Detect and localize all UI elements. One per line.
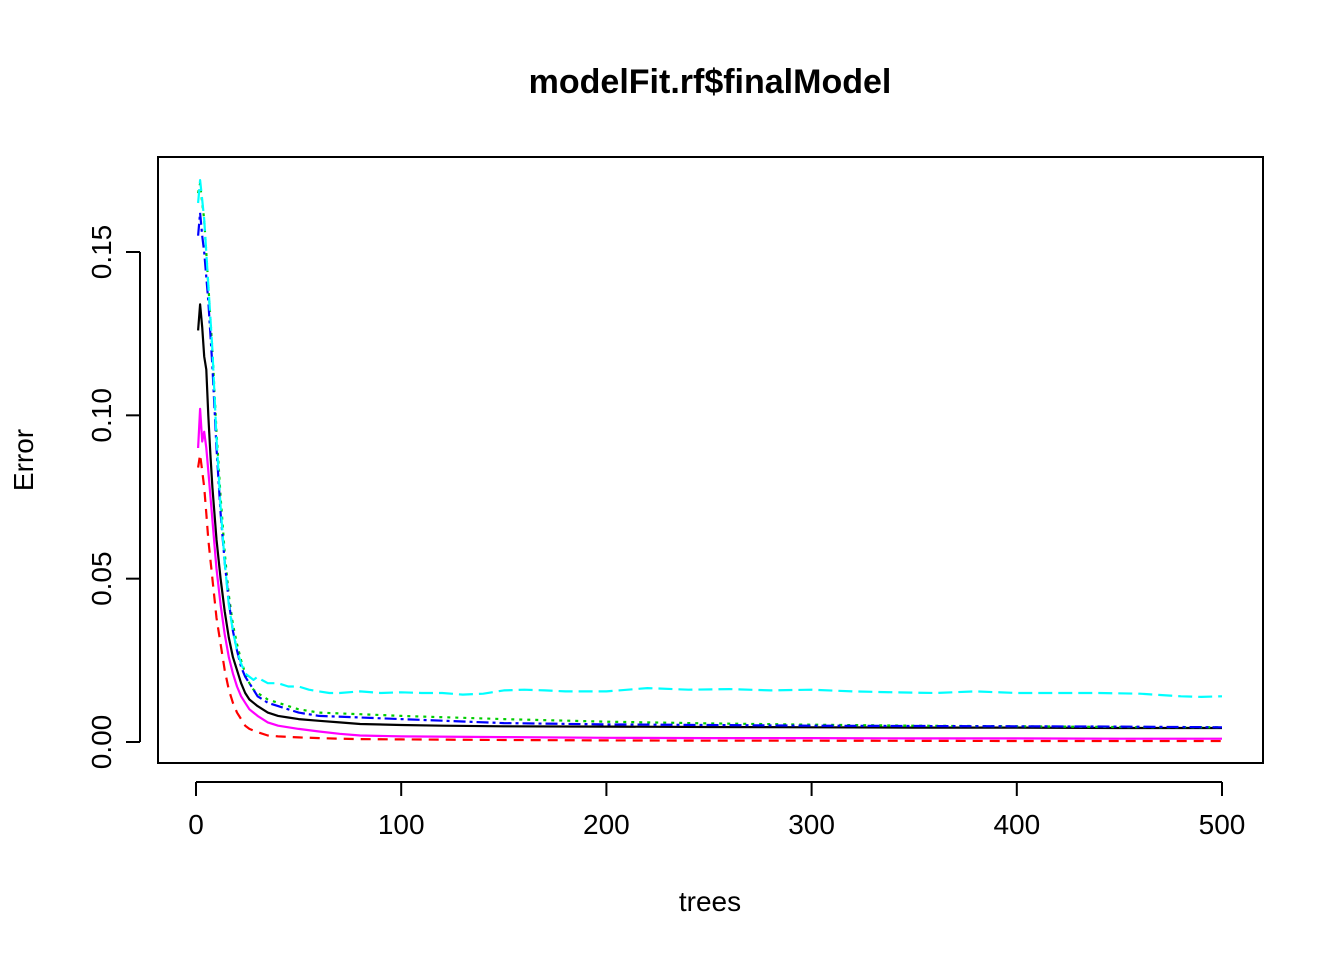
x-tick-label: 0 bbox=[188, 809, 204, 840]
series-layer bbox=[197, 179, 1223, 743]
series-line-D bbox=[197, 179, 1223, 699]
series-line-C bbox=[197, 211, 1223, 729]
series-line-B bbox=[197, 182, 1223, 729]
x-axis-label: trees bbox=[679, 886, 741, 917]
x-axis: 0 100 200 300 400 500 bbox=[188, 781, 1246, 840]
y-tick-label: 0.15 bbox=[86, 225, 117, 280]
x-tick-label: 500 bbox=[1199, 809, 1246, 840]
x-tick-label: 100 bbox=[378, 809, 425, 840]
x-tick-label: 300 bbox=[788, 809, 835, 840]
chart-title: modelFit.rf$finalModel bbox=[529, 63, 892, 101]
y-tick-label: 0.05 bbox=[86, 551, 117, 606]
x-tick-label: 400 bbox=[993, 809, 1040, 840]
plot-frame bbox=[157, 156, 1264, 764]
series-line-oob bbox=[197, 303, 1222, 730]
y-tick-label: 0.10 bbox=[86, 388, 117, 443]
y-axis: 0.00 0.05 0.10 0.15 bbox=[86, 225, 141, 770]
x-tick-label: 200 bbox=[583, 809, 630, 840]
series-line-E bbox=[197, 407, 1222, 740]
y-axis-label: Error bbox=[8, 429, 39, 491]
series-line-A bbox=[197, 453, 1222, 743]
y-tick-label: 0.00 bbox=[86, 715, 117, 770]
